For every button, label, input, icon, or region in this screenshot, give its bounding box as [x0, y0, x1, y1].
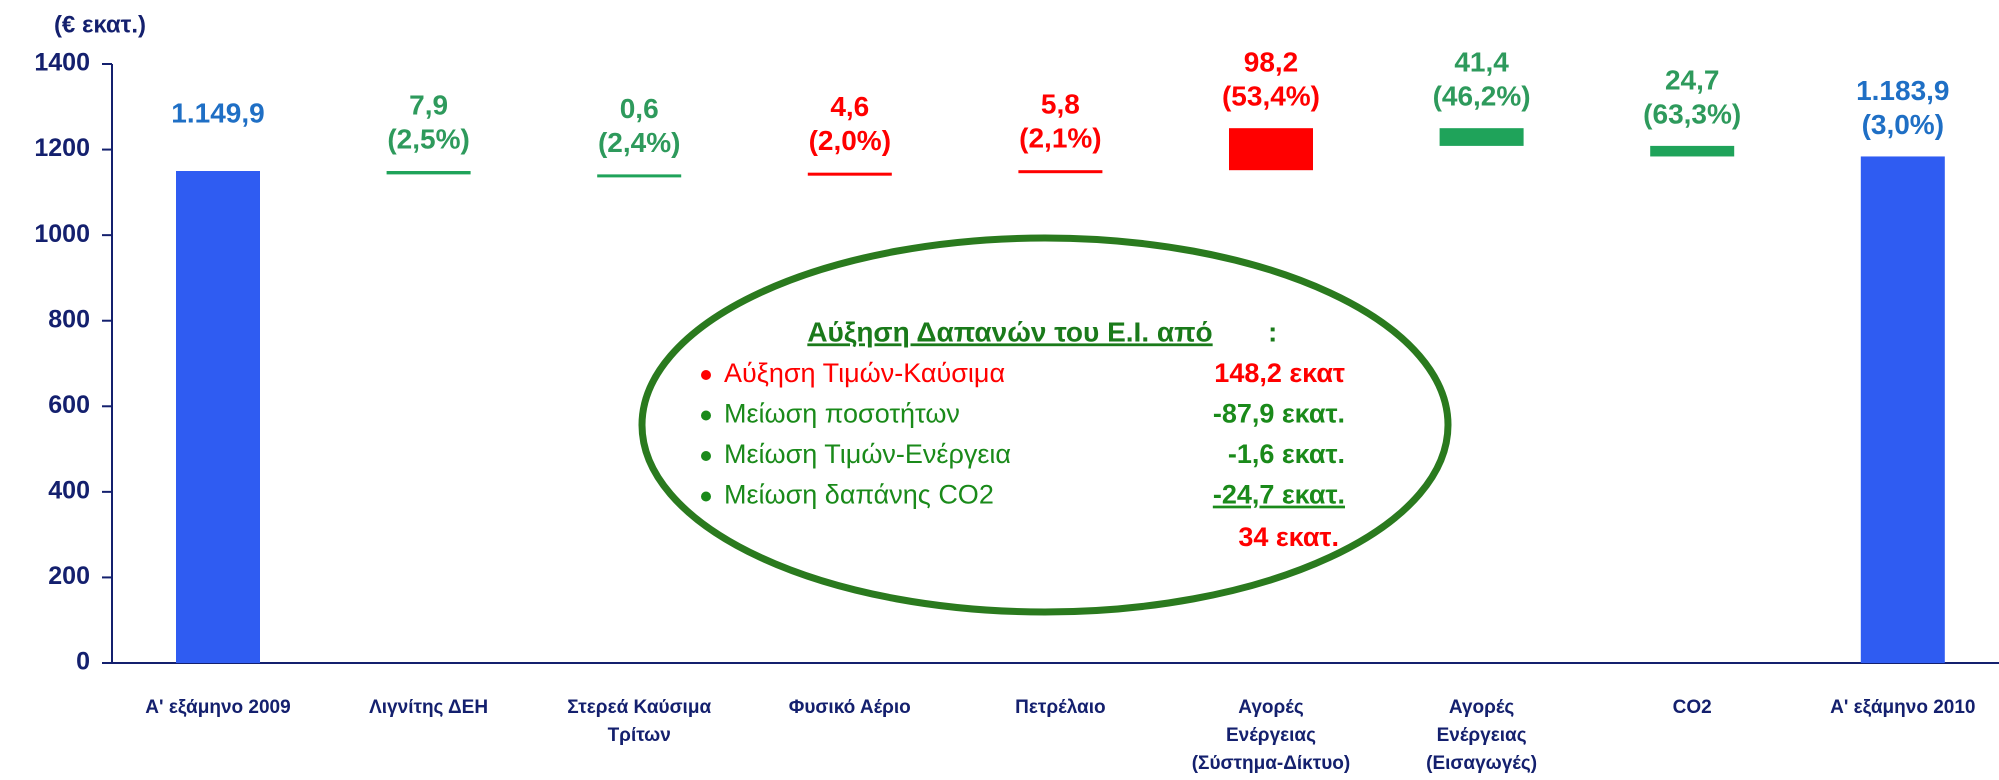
annotation-item: Μείωση ποσοτήτων — [724, 399, 960, 429]
y-tick-label: 800 — [48, 305, 90, 333]
annotation-item: Μείωση Τιμών-Ενέργεια — [724, 439, 1011, 469]
x-tick-label: Αγορές — [1238, 697, 1304, 718]
x-tick-label: Αγορές — [1449, 697, 1515, 718]
bar — [807, 172, 892, 176]
bar — [1860, 156, 1945, 663]
percent-label: (2,1%) — [1019, 123, 1101, 154]
x-tick-label: (Σύστημα-Δίκτυο) — [1192, 753, 1351, 774]
x-tick-label: (Εισαγωγές) — [1426, 753, 1537, 774]
percent-label: (2,0%) — [809, 125, 891, 156]
percent-label: (63,3%) — [1643, 98, 1741, 129]
percent-label: (46,2%) — [1433, 81, 1531, 112]
bar — [1439, 128, 1524, 146]
annotation-amount: -87,9 εκατ. — [1213, 399, 1345, 429]
bar — [1650, 145, 1735, 157]
x-tick-label: Λιγνίτης ΔΕΗ — [369, 697, 488, 718]
y-tick-label: 1200 — [34, 134, 90, 162]
annotation-amount: -1,6 εκατ. — [1228, 439, 1345, 469]
bar — [386, 171, 471, 175]
bullet — [701, 370, 711, 380]
value-label: 24,7 — [1665, 64, 1720, 95]
y-tick-label: 0 — [76, 648, 90, 676]
bar — [176, 171, 260, 663]
percent-label: (2,4%) — [598, 127, 680, 158]
x-tick-label: Ενέργειας — [1226, 725, 1316, 746]
bullet — [701, 451, 711, 461]
annotation-ellipse — [638, 234, 1452, 616]
annotation-total: 34 εκατ. — [1238, 522, 1339, 552]
y-tick-label: 1000 — [34, 220, 90, 248]
bullet — [701, 410, 711, 421]
y-tick-label: 200 — [48, 562, 90, 590]
bar — [1018, 170, 1103, 174]
annotation-title-suffix: : — [1268, 316, 1277, 347]
value-label: 1.183,9 — [1856, 75, 1949, 106]
value-label: 7,9 — [409, 89, 448, 120]
annotation-item: Αύξηση Τιμών-Καύσιμα — [724, 358, 1005, 388]
x-tick-label: Ενέργειας — [1437, 725, 1527, 746]
y-axis-label: (€ εκατ.) — [54, 11, 146, 38]
x-tick-label: Στερεά Καύσιμα — [567, 697, 711, 718]
x-tick-label: Α' εξάμηνο 2010 — [1830, 697, 1975, 718]
x-tick-label: Πετρέλαιο — [1015, 697, 1105, 718]
value-label: 0,6 — [620, 93, 659, 124]
annotation-item: Μείωση δαπάνης CO2 — [724, 480, 994, 510]
y-tick-label: 1400 — [34, 49, 90, 77]
value-label: 1.149,9 — [171, 97, 264, 128]
y-tick-label: 400 — [48, 476, 90, 504]
x-tick-label: Α' εξάμηνο 2009 — [145, 697, 290, 718]
bar — [1229, 128, 1313, 171]
x-tick-label: Φυσικό Αέριο — [789, 697, 911, 718]
percent-label: (53,4%) — [1222, 81, 1320, 112]
bullet — [701, 491, 711, 502]
annotation-title: Αύξηση Δαπανών του Ε.Ι. από — [807, 316, 1212, 347]
annotation-amount: -24,7 εκατ. — [1213, 480, 1345, 510]
percent-label: (2,5%) — [387, 123, 469, 154]
value-label: 98,2 — [1244, 47, 1299, 78]
bar — [597, 174, 682, 178]
annotation-amount: 148,2 εκατ — [1214, 358, 1345, 388]
percent-label: (3,0%) — [1862, 109, 1944, 140]
value-label: 41,4 — [1454, 47, 1509, 78]
y-tick-label: 600 — [48, 391, 90, 419]
value-label: 4,6 — [830, 91, 869, 122]
value-label: 5,8 — [1041, 89, 1080, 120]
x-tick-label: Τρίτων — [608, 725, 671, 746]
x-tick-label: CO2 — [1673, 697, 1712, 718]
